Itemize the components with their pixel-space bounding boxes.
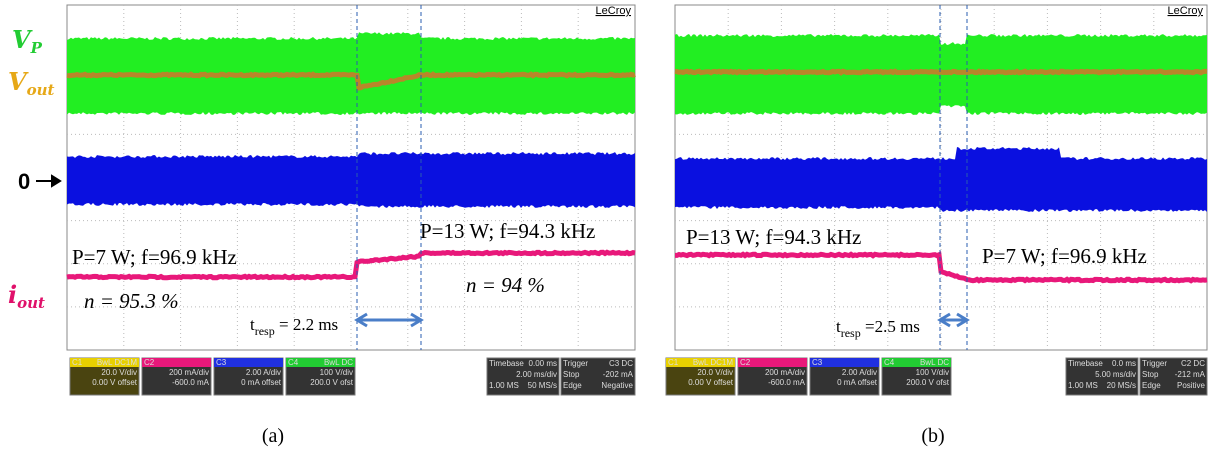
channel-info: 2.00 A/div (246, 368, 281, 377)
channel-info: BwL DC1M (97, 358, 137, 367)
timebase-info: 20 MS/s (1107, 381, 1136, 390)
operating-point: P=13 W; f=94.3 kHz (686, 225, 861, 249)
channel-info: 100 V/div (916, 368, 949, 377)
label-iout: iout (8, 280, 45, 312)
channel-info: 2.00 A/div (842, 368, 877, 377)
channel-info: 200 mA/div (765, 368, 805, 377)
arrow (36, 176, 60, 186)
trigger-info: C2 DC (1181, 359, 1205, 368)
channel-info: 200.0 V ofst (906, 378, 949, 387)
trigger-info: Negative (601, 381, 633, 390)
channel-info: 100 V/div (320, 368, 353, 377)
caption: (b) (921, 425, 944, 447)
channel-info: C4 (884, 358, 895, 367)
label-zero: 0 (18, 169, 30, 194)
timebase-info: 0.00 ms (529, 359, 557, 368)
efficiency: n = 94 % (466, 273, 545, 297)
label-sub: out (17, 294, 45, 312)
brand: LeCroy (596, 5, 632, 17)
channel-info: 0.00 V offset (92, 378, 138, 387)
channel-info: -600.0 mA (172, 378, 210, 387)
timebase-info: 2.00 ms/div (516, 370, 557, 379)
trigger-info: Positive (1177, 381, 1206, 390)
timebase-info: 50 MS/s (528, 381, 557, 390)
caption: (a) (262, 425, 284, 447)
channel-info: C3 (216, 358, 227, 367)
channel-info: 0 mA offset (837, 378, 878, 387)
channel-info: 20.0 V/div (697, 368, 733, 377)
trigger-info: Stop (1142, 370, 1159, 379)
trigger-info: Trigger (563, 359, 588, 368)
efficiency: n = 95.3 % (84, 289, 179, 313)
channel-info: C1 (668, 358, 679, 367)
trigger-info: C3 DC (609, 359, 633, 368)
label-rest: = 2.2 ms (275, 315, 338, 334)
channel-info: C3 (812, 358, 823, 367)
channel-info: C2 (144, 358, 155, 367)
timebase-info: Timebase (489, 359, 524, 368)
trigger-info: Stop (563, 370, 580, 379)
channel-info: 20.0 V/div (101, 368, 137, 377)
operating-point: P=7 W; f=96.9 kHz (72, 245, 237, 269)
channel-info: 200.0 V ofst (310, 378, 353, 387)
label-main: i (8, 280, 17, 309)
figure: VP Vout i P 0 iout LeCroy P=7 W; f=96.9 kH… (0, 0, 1212, 457)
channel-info: C4 (288, 358, 299, 367)
channel-info: 0.00 V offset (688, 378, 734, 387)
label-sub: resp (255, 324, 275, 338)
trigger-info: Edge (1142, 381, 1161, 390)
channel-info: -600.0 mA (768, 378, 806, 387)
channel-info: BwL DC (920, 358, 949, 367)
label-rest: =2.5 ms (861, 317, 920, 336)
channel-info: 200 mA/div (169, 368, 209, 377)
timebase-info: Timebase (1068, 359, 1103, 368)
trigger-info: Edge (563, 381, 582, 390)
timebase-info: 5.00 ms/div (1095, 370, 1136, 379)
timebase-info: 1.00 MS (489, 381, 519, 390)
trigger-info: Trigger (1142, 359, 1167, 368)
timebase-info: 1.00 MS (1068, 381, 1098, 390)
channel-info: 0 mA offset (241, 378, 282, 387)
waveform (67, 152, 635, 208)
label-sub: P (30, 39, 43, 57)
label-vout: Vout (8, 67, 55, 99)
channel-info: C1 (72, 358, 83, 367)
label-vp: VP (12, 25, 43, 57)
label-sub: resp (841, 326, 861, 340)
operating-point: P=13 W; f=94.3 kHz (420, 219, 595, 243)
label-sub: out (27, 81, 55, 99)
trigger-info: -202 mA (603, 370, 634, 379)
brand: LeCroy (1168, 5, 1204, 17)
channel-info: C2 (740, 358, 751, 367)
timebase-info: 0.0 ms (1112, 359, 1136, 368)
channel-info: BwL DC1M (693, 358, 733, 367)
operating-point: P=7 W; f=96.9 kHz (982, 244, 1147, 268)
trigger-info: -212 mA (1175, 370, 1206, 379)
waveform (675, 71, 1207, 72)
channel-info: BwL DC (324, 358, 353, 367)
